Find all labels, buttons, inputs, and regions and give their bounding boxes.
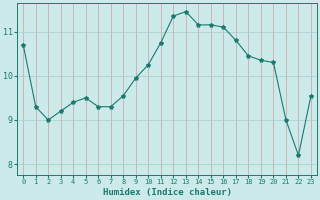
X-axis label: Humidex (Indice chaleur): Humidex (Indice chaleur)	[103, 188, 232, 197]
